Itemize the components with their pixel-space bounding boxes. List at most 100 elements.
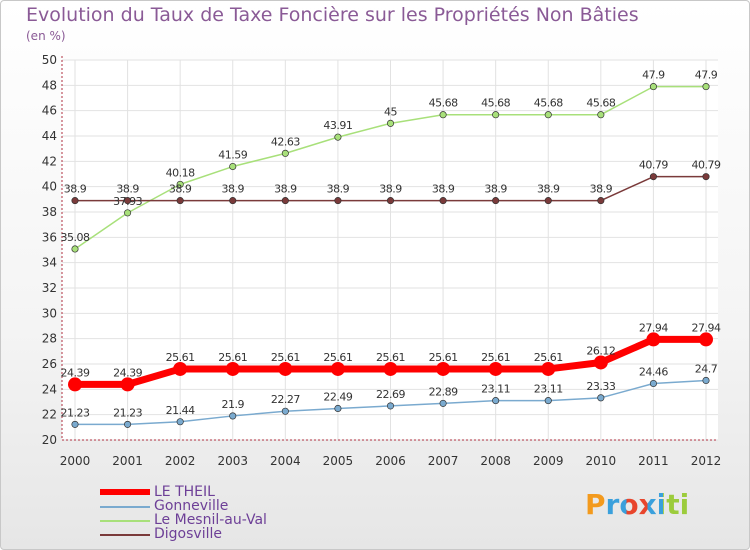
data-label: 27.94 (639, 321, 668, 334)
data-label: 21.23 (113, 406, 142, 419)
data-label: 23.11 (534, 383, 563, 396)
y-tick-label: 28 (42, 332, 57, 346)
data-point (278, 361, 293, 376)
data-label: 41.59 (218, 149, 247, 162)
data-label: 21.44 (166, 404, 195, 417)
logo-text: Proxiti (585, 488, 690, 521)
data-point (281, 149, 289, 157)
legend-swatch-le-mesnil-au-val (100, 520, 150, 522)
legend-swatch-gonneville (100, 506, 150, 508)
data-label: 25.61 (218, 351, 247, 364)
data-point (646, 332, 661, 347)
legend-label: Digosville (154, 526, 222, 542)
data-point (541, 361, 556, 376)
data-point (544, 111, 552, 119)
data-label: 24.7 (695, 362, 718, 375)
data-label: 22.69 (376, 388, 405, 401)
data-label: 38.9 (590, 183, 613, 196)
data-point (649, 173, 657, 181)
data-point (229, 412, 237, 420)
data-point (699, 332, 713, 347)
x-tick-label: 2001 (112, 454, 143, 468)
data-point (281, 197, 289, 205)
x-tick-label: 2003 (217, 454, 248, 468)
data-point (229, 162, 237, 171)
data-point (488, 361, 503, 376)
x-tick-label: 2004 (270, 454, 301, 468)
data-label: 38.9 (222, 183, 245, 196)
data-point (649, 379, 657, 388)
data-point (439, 399, 447, 407)
data-label: 38.9 (484, 183, 507, 196)
data-label: 40.18 (166, 166, 195, 179)
data-label: 25.61 (429, 351, 458, 364)
y-tick-label: 36 (42, 230, 57, 244)
data-label: 24.39 (61, 366, 90, 379)
data-label: 25.61 (376, 351, 405, 364)
data-point (386, 119, 395, 127)
data-point (597, 394, 605, 402)
data-point (124, 420, 132, 428)
x-tick-label: 2002 (165, 454, 196, 468)
data-point (176, 180, 184, 188)
y-tick-label: 20 (42, 433, 57, 447)
data-label: 38.9 (64, 183, 87, 196)
data-point (176, 197, 184, 205)
data-point (71, 197, 79, 205)
data-label: 25.61 (271, 351, 300, 364)
data-label: 37.93 (113, 195, 142, 208)
data-point (439, 197, 447, 205)
data-label: 24.39 (113, 366, 142, 379)
y-tick-label: 42 (42, 154, 57, 168)
legend-label: Gonneville (154, 498, 229, 514)
data-label: 45.68 (586, 97, 615, 110)
data-point (229, 197, 237, 205)
y-tick-label: 46 (42, 104, 57, 118)
data-point (544, 397, 552, 405)
data-point (330, 361, 345, 376)
data-point (386, 197, 395, 205)
legend-label: LE THEIL (154, 484, 215, 500)
data-point (71, 245, 79, 253)
data-point (492, 197, 500, 205)
data-label: 38.9 (274, 183, 297, 196)
data-label: 25.61 (166, 351, 195, 364)
y-tick-label: 22 (42, 408, 57, 422)
data-point (597, 197, 605, 205)
y-tick-label: 40 (42, 180, 57, 194)
y-tick-label: 44 (42, 129, 57, 143)
data-label: 43.91 (323, 119, 352, 132)
data-point (383, 361, 398, 376)
data-point (124, 197, 132, 205)
x-tick-label: 2006 (375, 454, 406, 468)
data-point (702, 376, 710, 385)
data-point (597, 111, 605, 119)
x-tick-label: 2010 (586, 454, 617, 468)
data-point (71, 420, 79, 428)
y-tick-label: 32 (42, 281, 57, 295)
data-point (544, 197, 552, 205)
data-label: 26.12 (586, 344, 615, 357)
data-label: 40.79 (639, 159, 668, 172)
data-label: 38.9 (327, 183, 350, 196)
data-label: 21.9 (222, 398, 245, 411)
data-label: 25.61 (323, 351, 352, 364)
data-label: 47.9 (695, 69, 718, 82)
data-point (68, 377, 82, 392)
data-label: 42.63 (271, 135, 300, 148)
data-point (334, 404, 342, 413)
data-label: 21.23 (61, 406, 90, 419)
data-label: 38.9 (432, 183, 455, 196)
data-label: 40.79 (692, 159, 721, 172)
line-chart: 20 22 24 26 28 30 32 34 36 38 40 42 44 46 48 50 2000 2001… (42, 53, 722, 468)
data-label: 23.11 (481, 383, 510, 396)
data-label: 38.9 (116, 183, 139, 196)
data-label: 22.27 (271, 393, 300, 406)
data-point (176, 418, 184, 426)
data-point (173, 361, 188, 376)
data-label: 38.9 (537, 183, 560, 196)
data-label: 38.9 (169, 183, 192, 196)
data-label: 45 (384, 105, 397, 118)
data-point (281, 407, 289, 415)
data-label: 27.94 (692, 321, 721, 334)
